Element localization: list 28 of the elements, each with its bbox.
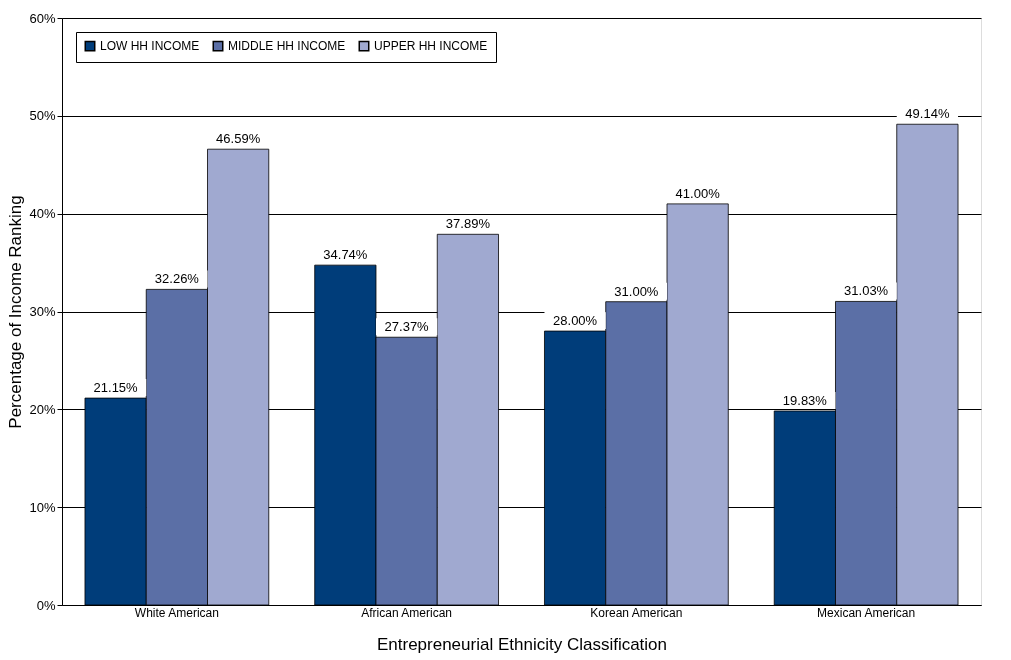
y-axis-title: Percentage of Income Ranking (6, 195, 26, 429)
legend-label: MIDDLE HH INCOME (228, 39, 346, 54)
legend-label: LOW HH INCOME (100, 39, 200, 54)
data-label: 28.00% (553, 313, 598, 329)
y-tick-label: 30% (29, 304, 56, 319)
y-tick-label: 50% (29, 108, 56, 124)
y-tick-label: 10% (29, 499, 56, 515)
data-label: 21.15% (93, 380, 139, 396)
x-tick-label: African American (361, 605, 452, 620)
y-tick-label: 20% (29, 401, 56, 417)
legend-label: UPPER HH INCOME (374, 39, 488, 54)
data-label: 31.03% (844, 283, 889, 299)
x-axis-title: Entrepreneurial Ethnicity Classification (376, 634, 668, 654)
data-label: 34.74% (323, 247, 368, 263)
data-label: 41.00% (675, 185, 721, 201)
y-tick-label: 0% (36, 597, 56, 613)
data-label: 46.59% (216, 131, 261, 147)
x-tick-label: White American (134, 605, 219, 620)
data-label: 32.26% (154, 271, 200, 287)
x-tick-label: Korean American (590, 605, 683, 620)
data-label: 19.83% (782, 393, 828, 408)
data-label: 37.89% (445, 216, 491, 232)
y-tick-label: 40% (29, 206, 56, 222)
data-label: 49.14% (905, 106, 950, 122)
data-label: 27.37% (384, 319, 430, 335)
y-tick-label: 60% (29, 10, 56, 26)
x-tick-label: Mexican American (817, 605, 916, 620)
data-label: 31.00% (614, 283, 659, 299)
